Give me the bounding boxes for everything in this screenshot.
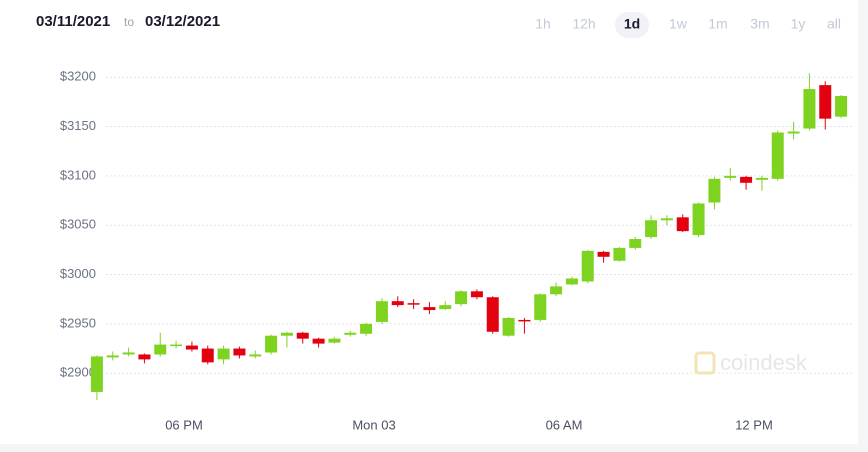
candle-body [518, 319, 531, 322]
candle-body [803, 89, 816, 129]
candle-body [819, 85, 832, 119]
candle-body [217, 348, 230, 360]
x-tick-label: 06 PM [165, 417, 203, 432]
y-tick-label: $3000 [60, 266, 96, 281]
candle-body [407, 303, 420, 305]
range-button[interactable]: 3m [750, 16, 769, 32]
date-from: 03/11/2021 [36, 13, 110, 30]
y-tick-label: $3150 [60, 118, 96, 133]
candle-body [724, 175, 737, 178]
y-tick-label: $3050 [60, 217, 96, 232]
candle-body [771, 132, 784, 179]
candle-body [312, 338, 325, 344]
candle-body [613, 247, 626, 261]
candle-body [170, 344, 183, 347]
x-tick-label: 12 PM [735, 417, 773, 432]
date-to: 03/12/2021 [145, 13, 220, 30]
candle-body [249, 354, 262, 357]
candle-body [201, 348, 214, 363]
range-button[interactable]: 12h [572, 16, 595, 32]
candle-body [154, 344, 167, 355]
candle-body [122, 352, 135, 355]
candle-body [755, 177, 768, 180]
candle-body [835, 95, 848, 117]
range-button[interactable]: 1d [624, 16, 640, 32]
candle-body [138, 354, 151, 360]
candle-body [676, 217, 689, 232]
candle-body [344, 332, 357, 335]
candle-body [106, 355, 119, 358]
candle-body [581, 250, 594, 282]
candle-body [280, 332, 293, 336]
candle-body [265, 335, 278, 353]
x-tick-label: 06 AM [546, 417, 583, 432]
candle-body [550, 286, 563, 295]
watermark: coindesk [720, 350, 808, 375]
range-button[interactable]: 1m [708, 16, 727, 32]
candle-body [708, 178, 721, 203]
range-selected-bg [615, 12, 649, 38]
candle-body [423, 307, 436, 311]
watermark-logo: coindesk [694, 350, 808, 375]
y-tick-label: $3100 [60, 167, 96, 182]
y-tick-label: $2900 [60, 365, 96, 380]
candle-body [439, 305, 452, 310]
candle-body [565, 278, 578, 285]
y-tick-label: $3200 [60, 69, 96, 84]
candle-body [502, 317, 515, 336]
chart-panel: 03/11/2021 to 03/12/2021 1h 12h 1d 1w 1m 3m 1y… [0, 0, 858, 444]
candle-body [296, 332, 309, 339]
candle-body [740, 176, 753, 183]
candle-body [787, 131, 800, 134]
candle-body [660, 218, 673, 221]
candle-body [233, 348, 246, 356]
range-button[interactable]: all [827, 16, 841, 32]
candle-body [360, 323, 373, 334]
candle-body [90, 356, 103, 392]
candle-body [692, 203, 705, 236]
range-button[interactable]: 1h [535, 16, 551, 32]
candle-body [391, 301, 404, 306]
range-button[interactable]: 1w [669, 16, 688, 32]
candle-body [486, 297, 499, 332]
date-separator: to [124, 15, 134, 29]
candle-body [470, 291, 483, 298]
range-button[interactable]: 1y [791, 16, 806, 32]
candle-body [534, 294, 547, 320]
candle-body [185, 345, 198, 350]
candle-body [645, 220, 658, 238]
chart: 03/11/2021 to 03/12/2021 1h 12h 1d 1w 1m 3m 1y… [36, 12, 852, 432]
candle-body [375, 301, 388, 322]
y-tick-label: $2950 [60, 315, 96, 330]
candle-body [597, 251, 610, 257]
candle-body [629, 239, 642, 248]
candle-body [455, 291, 468, 305]
candle-body [328, 338, 341, 343]
x-tick-label: Mon 03 [352, 417, 395, 432]
